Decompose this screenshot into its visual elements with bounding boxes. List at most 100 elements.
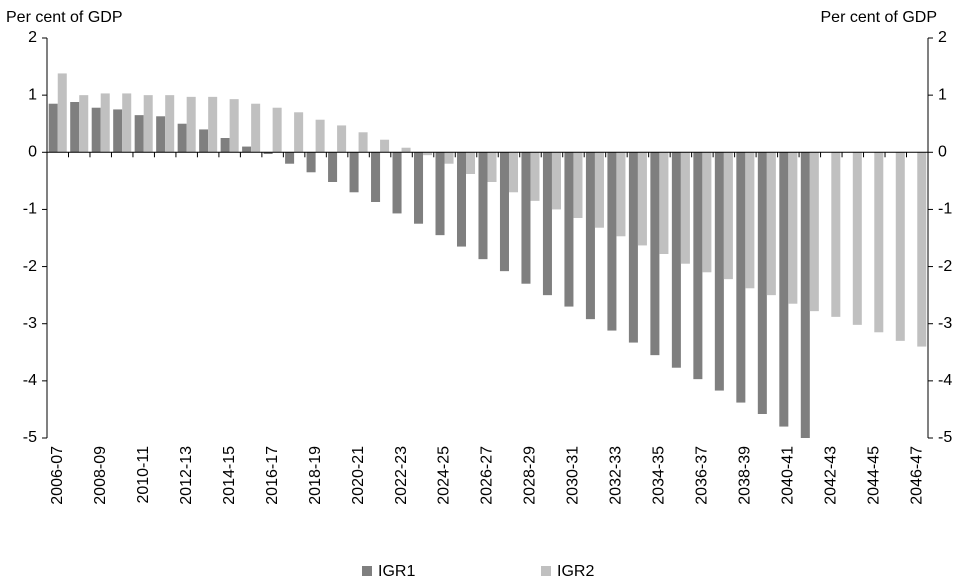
bar <box>48 103 58 153</box>
bar <box>285 152 295 164</box>
y-tick-label: -3 <box>23 315 37 332</box>
bar <box>573 152 583 218</box>
bar <box>521 152 531 284</box>
bar <box>736 152 746 403</box>
x-tick-label: 2008-09 <box>92 446 109 505</box>
bar <box>177 123 187 153</box>
legend-label: IGR2 <box>557 563 594 580</box>
bar <box>714 152 724 391</box>
y-tick-label: 0 <box>28 144 37 161</box>
bar <box>242 146 252 153</box>
bar <box>349 152 359 193</box>
bar <box>499 152 509 272</box>
bar <box>628 152 638 343</box>
bar <box>143 95 153 153</box>
bar <box>788 152 798 304</box>
bar <box>156 116 166 153</box>
bar <box>895 152 905 341</box>
x-tick-label: 2020-21 <box>350 446 367 505</box>
x-tick-label: 2022-23 <box>393 446 410 505</box>
bar <box>423 152 433 156</box>
x-tick-label: 2042-43 <box>823 446 840 505</box>
y2-tick-label: 0 <box>938 144 947 161</box>
bar <box>199 129 209 153</box>
bar <box>358 132 368 153</box>
bar <box>874 152 884 333</box>
bar <box>251 103 261 153</box>
y-tick-label: -4 <box>23 372 37 389</box>
bar <box>272 107 282 153</box>
y2-tick-label: -3 <box>938 315 952 332</box>
bar <box>401 147 411 153</box>
x-tick-label: 2044-45 <box>865 446 882 505</box>
bar <box>650 152 660 356</box>
bar <box>551 152 561 210</box>
bar <box>594 152 604 228</box>
bar <box>337 125 347 153</box>
x-tick-label: 2012-13 <box>178 446 195 505</box>
bar <box>79 95 89 153</box>
x-tick-label: 2032-33 <box>608 446 625 505</box>
bar <box>466 152 476 174</box>
bar <box>680 152 690 264</box>
y-tick-label: 1 <box>28 86 37 103</box>
x-tick-label: 2010-11 <box>135 446 152 504</box>
y2-tick-label: -4 <box>938 372 952 389</box>
bar <box>659 152 669 254</box>
x-tick-label: 2018-19 <box>307 446 324 505</box>
x-tick-label: 2028-29 <box>522 446 539 505</box>
bar <box>478 152 488 260</box>
y-tick-label: -1 <box>23 201 37 218</box>
bar <box>809 152 819 312</box>
x-tick-label: 2014-15 <box>221 446 238 505</box>
bar <box>607 152 617 331</box>
bar <box>723 152 733 280</box>
legend-label: IGR1 <box>378 563 415 580</box>
bar <box>766 152 776 296</box>
bar <box>637 152 647 246</box>
y2-tick-label: -2 <box>938 258 952 275</box>
bar <box>585 152 595 320</box>
bar <box>564 152 574 307</box>
bar <box>91 107 101 153</box>
bar <box>229 99 239 153</box>
bar <box>315 119 325 153</box>
y-tick-label: -2 <box>23 258 37 275</box>
bar <box>208 96 218 153</box>
legend-swatch <box>362 566 372 576</box>
y-tick-label: -5 <box>23 429 37 446</box>
bar <box>852 152 862 325</box>
bar <box>294 112 304 153</box>
bar <box>508 152 519 193</box>
bar <box>306 152 316 173</box>
bar <box>134 115 144 153</box>
y2-tick-label: 2 <box>938 29 947 46</box>
y2-tick-label: -5 <box>938 429 952 446</box>
bar <box>542 152 552 296</box>
y-tick-label: 2 <box>28 29 37 46</box>
bar <box>100 93 110 153</box>
bar <box>757 152 767 415</box>
bar <box>414 152 424 224</box>
bar <box>745 152 755 289</box>
bar <box>779 152 789 427</box>
y-axis-title: Per cent of GDP <box>6 9 123 26</box>
x-tick-label: 2024-25 <box>436 446 453 505</box>
bar <box>328 152 338 182</box>
x-tick-label: 2038-39 <box>737 446 754 505</box>
y2-axis-title: Per cent of GDP <box>821 9 938 26</box>
x-tick-label: 2026-27 <box>479 446 496 505</box>
bar <box>435 152 445 236</box>
bar <box>263 152 273 154</box>
x-tick-label: 2016-17 <box>264 446 281 505</box>
bar <box>671 152 681 368</box>
bar <box>186 96 196 153</box>
bar <box>220 138 230 153</box>
bar <box>456 152 467 247</box>
x-tick-label: 2036-37 <box>694 446 711 505</box>
bar <box>616 152 626 237</box>
y2-tick-label: 1 <box>938 86 947 103</box>
bar <box>530 152 540 201</box>
bar <box>122 93 132 153</box>
